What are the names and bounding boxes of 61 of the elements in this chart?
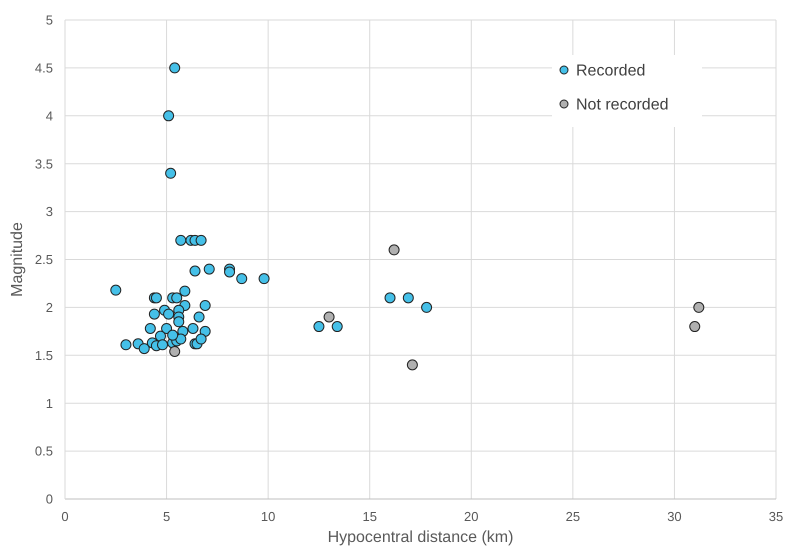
x-tick-label: 10 bbox=[260, 509, 276, 524]
x-tick-label: 35 bbox=[768, 509, 784, 524]
point bbox=[165, 168, 176, 179]
y-tick-label: 3 bbox=[46, 204, 53, 220]
point bbox=[169, 346, 180, 357]
point bbox=[120, 339, 132, 350]
y-tick-label: 1.5 bbox=[34, 348, 53, 363]
point bbox=[200, 300, 211, 311]
y-tick-label: 2 bbox=[46, 300, 53, 315]
point bbox=[138, 343, 150, 354]
point bbox=[187, 322, 198, 334]
point bbox=[179, 286, 190, 297]
y-axis-title: Magnitude bbox=[9, 222, 26, 297]
point bbox=[224, 266, 236, 278]
point bbox=[144, 322, 156, 334]
y-tick-label: 2.5 bbox=[34, 252, 53, 268]
point bbox=[163, 308, 174, 320]
point bbox=[196, 334, 207, 345]
point bbox=[167, 330, 178, 341]
x-tick-label: 5 bbox=[162, 509, 170, 524]
point bbox=[175, 234, 186, 246]
x-tick-label: 25 bbox=[566, 509, 580, 524]
y-tick-label: 4 bbox=[46, 108, 53, 124]
point bbox=[421, 302, 432, 313]
x-tick-label: 0 bbox=[61, 509, 69, 524]
point bbox=[196, 234, 207, 246]
y-tick-label: 5 bbox=[46, 12, 53, 28]
point bbox=[406, 359, 418, 370]
x-axis-title: Hypocentral distance (km) bbox=[328, 529, 514, 546]
point bbox=[171, 292, 182, 304]
point bbox=[194, 311, 205, 322]
legend-label: Not recorded bbox=[576, 96, 668, 114]
point bbox=[169, 62, 180, 74]
point bbox=[175, 334, 186, 345]
point bbox=[324, 311, 335, 322]
x-tick-label: 20 bbox=[464, 509, 479, 524]
point bbox=[388, 244, 400, 256]
x-tick-label: 15 bbox=[362, 509, 377, 524]
y-tick-label: 1 bbox=[46, 396, 53, 411]
point bbox=[110, 284, 122, 296]
point bbox=[689, 321, 700, 332]
point bbox=[332, 321, 343, 332]
y-tick-label: 4.5 bbox=[34, 60, 53, 76]
point bbox=[163, 110, 174, 122]
point bbox=[384, 292, 396, 304]
point bbox=[693, 302, 704, 313]
point bbox=[313, 321, 324, 332]
point bbox=[204, 264, 215, 275]
point bbox=[236, 273, 248, 284]
point bbox=[148, 308, 160, 320]
point bbox=[258, 273, 270, 284]
point bbox=[157, 339, 168, 350]
point bbox=[173, 316, 184, 328]
point bbox=[154, 330, 166, 342]
point bbox=[190, 265, 201, 276]
legend-label: Recorded bbox=[576, 62, 646, 80]
y-tick-label: 0 bbox=[46, 492, 53, 507]
y-tick-label: 3.5 bbox=[34, 156, 53, 172]
x-tick-label: 30 bbox=[667, 509, 682, 524]
y-tick-label: 0.5 bbox=[34, 444, 53, 459]
point bbox=[402, 292, 414, 304]
